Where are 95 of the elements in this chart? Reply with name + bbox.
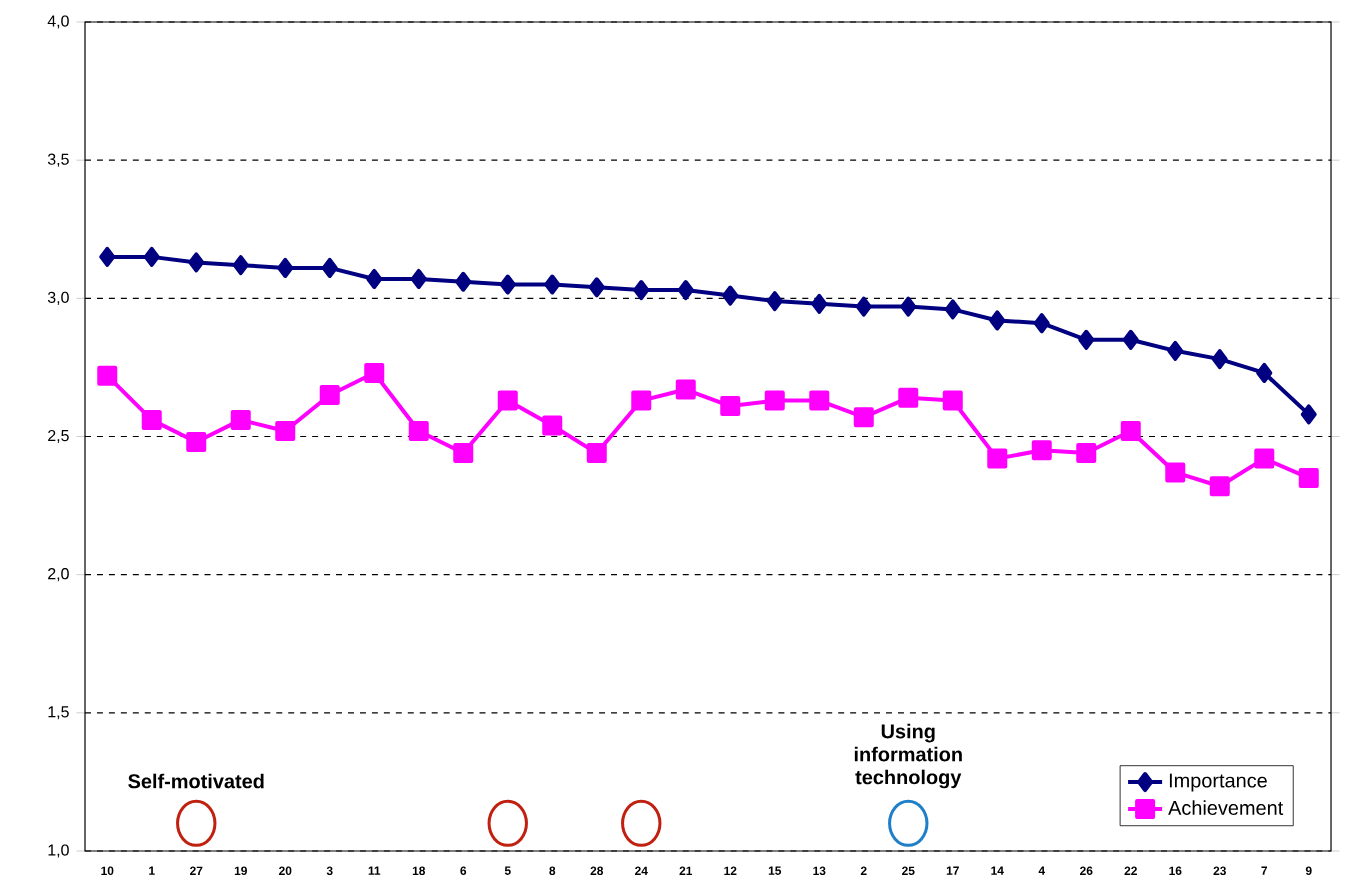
annotation: Using information technology	[854, 723, 962, 789]
point	[1031, 440, 1052, 461]
x-tick-label: 6	[460, 866, 467, 876]
point	[586, 443, 607, 464]
point	[1298, 467, 1319, 488]
point	[898, 387, 919, 408]
x-tick-label: 25	[902, 866, 915, 876]
x-tick-label: 28	[590, 866, 604, 876]
legend-label: Importance	[1169, 773, 1267, 792]
point	[809, 390, 830, 411]
y-tick-label: 2,0	[48, 568, 69, 582]
point	[497, 390, 518, 411]
legend-label: Achievement	[1168, 800, 1284, 815]
point	[1211, 349, 1228, 370]
point	[499, 274, 516, 295]
point	[853, 407, 874, 428]
point	[942, 390, 963, 411]
point	[1209, 476, 1230, 497]
x-tick-label: 22	[1124, 866, 1137, 875]
point	[188, 252, 205, 273]
x-tick-label: 1	[149, 866, 155, 875]
point	[1078, 329, 1095, 350]
x-tick-label: 3	[326, 866, 333, 876]
x-tick-label: 18	[412, 866, 426, 876]
point	[141, 409, 162, 430]
x-tick-label: 19	[234, 866, 247, 876]
point	[1165, 462, 1186, 483]
y-tick-label: 1,0	[48, 844, 69, 858]
x-tick-label: 12	[724, 866, 737, 875]
y-tick-label: 2,5	[48, 429, 69, 444]
x-tick-label: 4	[1038, 866, 1046, 875]
point	[766, 291, 783, 312]
point	[633, 280, 650, 301]
point	[275, 420, 296, 441]
point	[410, 268, 427, 289]
point	[143, 246, 160, 267]
x-tick-label: 10	[101, 866, 114, 876]
point	[675, 379, 696, 400]
point	[455, 271, 472, 292]
y-tick-label: 1,5	[48, 706, 69, 720]
point	[364, 362, 385, 383]
point	[453, 443, 474, 464]
point	[366, 268, 383, 289]
point	[631, 390, 652, 411]
x-tick-label: 11	[368, 866, 381, 875]
x-tick-label: 16	[1169, 866, 1182, 876]
point	[1120, 420, 1141, 441]
point	[588, 277, 605, 298]
point	[855, 296, 872, 317]
point	[230, 409, 251, 430]
annotation: Self-motivated	[128, 773, 264, 789]
y-tick-label: 3,0	[47, 291, 69, 305]
point	[764, 390, 785, 411]
point	[1033, 313, 1050, 334]
point	[319, 385, 340, 406]
point	[811, 293, 828, 314]
point	[1076, 443, 1097, 464]
x-tick-label: 2	[860, 866, 867, 875]
x-tick-label: 17	[946, 866, 959, 875]
y-tick-label: 4,0	[47, 15, 69, 29]
point	[408, 420, 429, 441]
point	[989, 310, 1006, 331]
x-tick-label: 7	[1261, 866, 1268, 875]
point	[1256, 362, 1273, 383]
x-tick-label: 5	[504, 866, 511, 875]
point	[321, 257, 338, 278]
point	[1254, 448, 1275, 469]
x-tick-label: 26	[1080, 866, 1093, 876]
point	[987, 448, 1008, 469]
point	[232, 255, 249, 276]
point	[720, 396, 741, 417]
point	[722, 285, 739, 306]
x-tick-label: 15	[768, 866, 782, 875]
point	[99, 246, 116, 267]
point	[1122, 329, 1139, 350]
x-tick-label: 23	[1213, 866, 1226, 876]
x-tick-label: 21	[679, 866, 693, 875]
x-tick-label: 24	[635, 866, 648, 875]
x-tick-label: 20	[279, 866, 292, 876]
x-tick-label: 14	[991, 866, 1004, 875]
point	[1300, 404, 1317, 425]
point	[944, 299, 961, 320]
x-tick-label: 8	[549, 866, 556, 876]
point	[900, 296, 917, 317]
x-tick-label: 13	[813, 866, 826, 876]
point	[677, 280, 694, 301]
point	[544, 274, 561, 295]
y-tick-label: 3,5	[47, 153, 69, 167]
point	[277, 257, 294, 278]
point	[186, 432, 207, 453]
point	[1167, 340, 1184, 361]
x-tick-label: 27	[190, 866, 203, 875]
point	[97, 365, 118, 386]
point	[542, 415, 563, 436]
x-tick-label: 9	[1305, 866, 1312, 876]
